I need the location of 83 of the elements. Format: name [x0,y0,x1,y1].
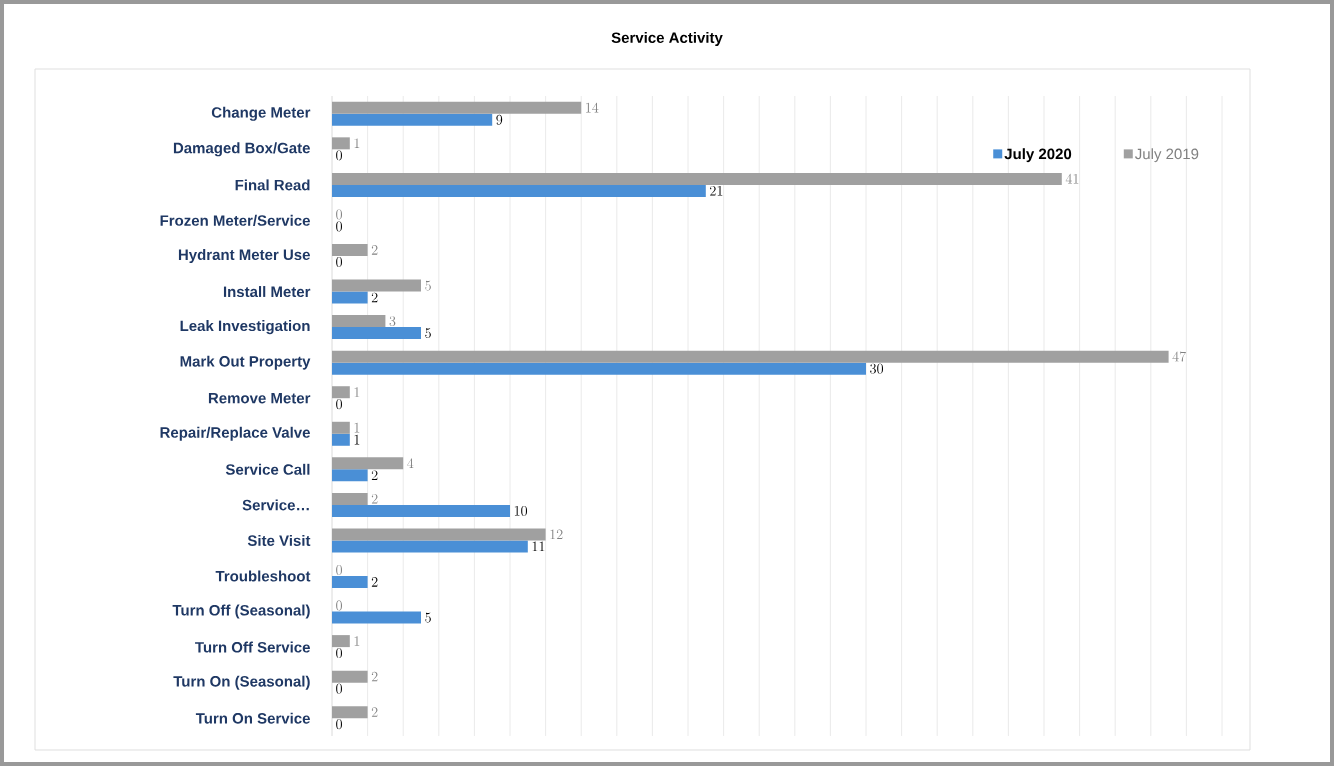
data-label: 4 [407,458,414,468]
legend-label: July 2019 [1135,148,1199,163]
bar [332,386,350,399]
bar [332,528,546,541]
y-tick-label: Turn On (Seasonal) [173,675,310,690]
data-label: 0 [336,399,342,410]
bar [332,113,493,126]
y-tick-label: Remove Meter [208,392,311,404]
chart-title: Service Activity [611,32,723,46]
data-label: 0 [336,683,342,694]
data-label: 5 [425,612,431,623]
y-tick-label: Repair/Replace Valve [160,426,310,441]
data-label: 0 [336,565,342,575]
data-label: 2 [371,707,378,717]
y-tick-label: Troubleshoot [215,570,311,582]
bar [332,315,386,328]
bar [332,504,510,517]
data-label: 0 [336,719,342,730]
bar [332,492,368,505]
bar [332,327,422,340]
data-label: 0 [336,257,342,267]
data-label: 1 [354,422,360,433]
y-tick-label: Turn Off Service [195,641,310,653]
data-label: 1 [354,387,360,397]
bar [332,172,1062,185]
data-label: 11 [532,541,545,552]
y-tick-label: Damaged Box/Gate [173,142,310,157]
bar [332,350,1169,363]
bar [332,469,368,482]
bar [332,635,350,648]
bar [332,279,422,292]
y-tick-label: Frozen Meter/Service [160,214,310,227]
data-label: 0 [336,150,342,161]
data-label: 21 [710,185,723,196]
data-label: 1 [354,636,360,646]
bar [332,362,866,375]
bar [332,706,368,719]
bar [332,575,368,588]
data-label: 2 [371,292,378,303]
data-label: 2 [371,493,378,504]
data-label: 0 [336,600,342,611]
data-label: 2 [371,245,378,255]
data-label: 1 [354,138,360,148]
data-label: 5 [425,280,431,291]
bar [332,611,422,624]
data-label: 10 [514,505,528,516]
data-label: 5 [425,328,431,339]
data-label: 2 [371,470,378,480]
y-tick-label: Hydrant Meter Use [178,249,310,263]
data-label: 47 [1172,351,1187,362]
data-label: 41 [1065,173,1079,184]
y-tick-label: Turn Off (Seasonal) [172,604,310,619]
data-label: 30 [870,363,884,374]
data-label: 9 [496,114,503,125]
y-tick-label: Site Visit [247,534,311,546]
bar [332,670,368,683]
bar [332,137,350,150]
data-label: 2 [371,671,378,682]
data-label: 3 [389,316,396,327]
y-tick-label: Turn On Service [195,712,310,724]
bar [332,540,528,553]
bar [332,291,368,304]
data-label: 1 [354,434,360,445]
bar [332,244,368,256]
data-label: 0 [336,648,342,659]
bar [332,184,706,197]
bar [332,457,404,470]
y-tick-label: Install Meter [223,286,311,298]
y-tick-label: Service… [242,499,309,511]
y-tick-label: Service Call [225,463,310,475]
data-label: 0 [336,221,342,232]
data-label: 12 [550,529,563,540]
data-label: 0 [336,209,342,220]
y-tick-label: Change Meter [211,106,311,121]
bar [332,433,350,446]
bar [332,101,582,114]
y-tick-label: Final Read [235,179,310,191]
data-label: 2 [371,577,378,587]
data-label: 14 [586,102,599,113]
legend-label: July 2020 [1004,148,1072,163]
bar [332,421,350,434]
y-tick-label: Mark Out Property [180,355,311,370]
y-tick-label: Leak Investigation [180,320,310,335]
